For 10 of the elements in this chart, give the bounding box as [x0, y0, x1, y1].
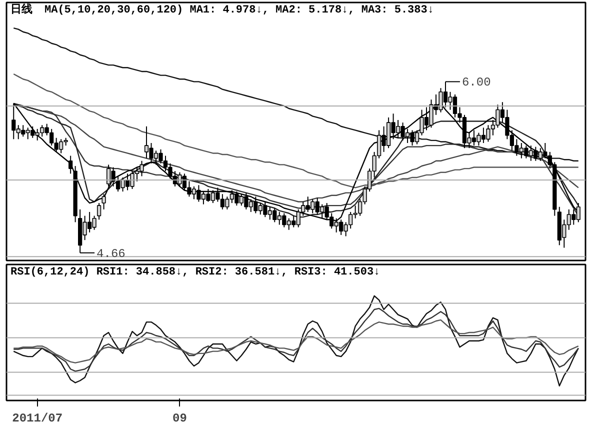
chart-title: 日线: [10, 2, 32, 16]
annotation: 4.66: [96, 246, 126, 261]
candlestick: [68, 155, 73, 174]
chart-subtitle: MA(5,10,20,30,60,120) MA1: 4.978↓, MA2: 5.178↓, MA3: 5.383↓: [44, 4, 434, 16]
x-tick-label: 09: [172, 412, 187, 426]
candlestick: [102, 194, 106, 210]
x-tick-label: 2011/07: [12, 412, 63, 426]
candlestick: [96, 202, 102, 220]
annotation: 6.00: [462, 76, 491, 90]
chart-title: RSI(6,12,24) RSI1: 34.858↓, RSI2: 36.581↓, RSI3: 41.503↓: [10, 266, 380, 278]
